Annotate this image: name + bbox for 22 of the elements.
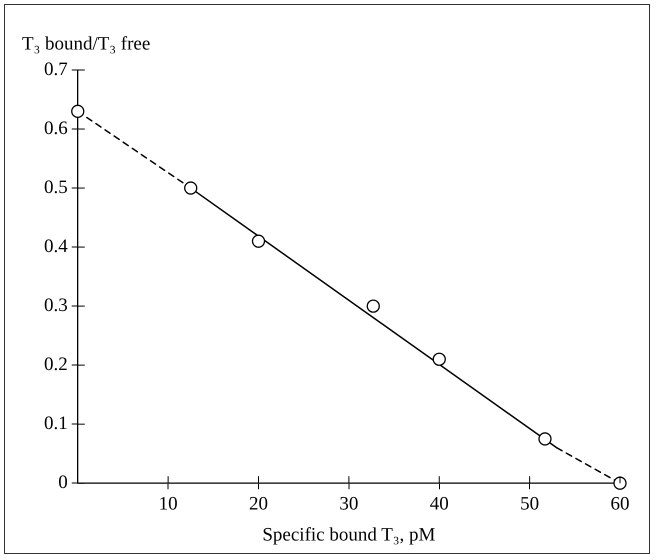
point [366,299,380,313]
y-tick-label: 0 [58,472,68,494]
x-tick-label: 10 [158,494,178,515]
y-tick-label: 0.5 [44,177,68,198]
point [252,234,266,248]
y-tick-label: 0.4 [44,236,68,258]
y-axis-title: T₃ bound/T₃ free [22,33,150,54]
x-tick-label: 30 [339,494,358,515]
x-axis-title: Specific bound T₃, pM [262,524,436,546]
point [538,432,552,446]
y-tick-label: 0.3 [44,295,68,316]
y-tick-label: 0.2 [44,354,68,376]
x-tick-label: 50 [520,494,540,515]
point [184,181,198,195]
y-tick-label: 0.7 [44,58,68,80]
x-tick-label: 60 [610,494,630,515]
x-tick-label: 40 [430,494,449,515]
y-tick-label: 0.1 [44,413,68,434]
point [432,352,446,366]
point [71,104,84,118]
y-tick-label: 0.6 [44,118,68,140]
x-tick-label: 20 [249,494,268,515]
